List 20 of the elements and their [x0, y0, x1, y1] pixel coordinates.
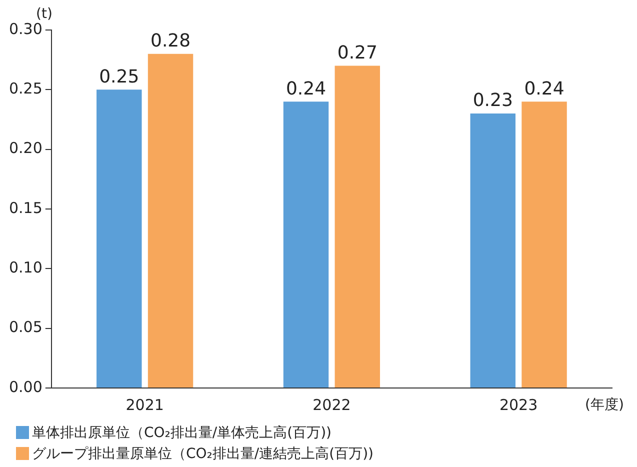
y-tick-label: 0.10 — [8, 258, 42, 277]
legend-label: グループ排出量原単位（CO₂排出量/連結売上高(百万)) — [32, 444, 374, 462]
y-tick-label: 0.30 — [8, 20, 42, 38]
data-label: 0.25 — [99, 66, 140, 88]
y-tick-label: 0.05 — [8, 318, 42, 336]
x-tick-label: 2021 — [126, 396, 164, 414]
y-tick-label: 0.25 — [8, 80, 42, 98]
x-tick-label: 2022 — [312, 396, 351, 414]
data-label: 0.24 — [286, 78, 326, 100]
data-label: 0.23 — [472, 90, 513, 112]
legend-label: 単体排出原単位（CO₂排出量/単体売上高(百万)) — [32, 424, 332, 442]
x-axis-title: (年度) — [585, 396, 624, 414]
y-tick-label: 0.15 — [8, 198, 42, 217]
data-label: 0.24 — [524, 78, 564, 100]
y-tick-label: 0.20 — [8, 139, 42, 158]
y-tick-label: 0.00 — [8, 378, 42, 396]
x-tick-label: 2023 — [499, 396, 538, 414]
y-axis-title: (t) — [36, 6, 52, 22]
data-label: 0.27 — [337, 42, 378, 64]
data-label: 0.28 — [150, 30, 191, 52]
